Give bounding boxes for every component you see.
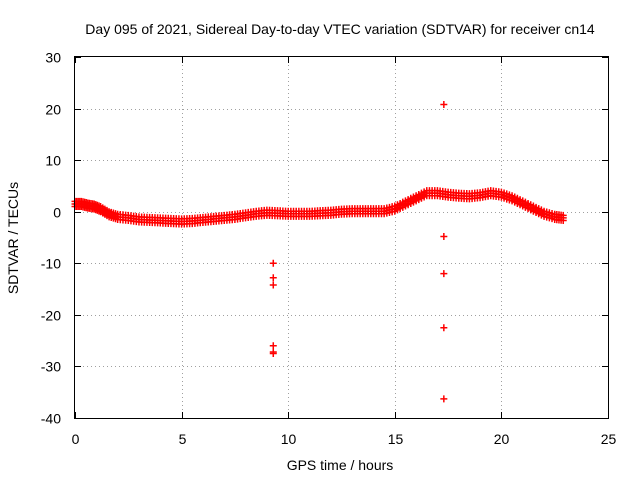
- ticks-layer: 0 5 10 15 20 25 -40 -30 -20 -10 0 10 20 30: [41, 50, 617, 448]
- data-point: [440, 395, 448, 403]
- data-point: [440, 324, 448, 332]
- x-tick-label: 15: [388, 431, 404, 447]
- x-axis-label: GPS time / hours: [287, 457, 394, 473]
- data-point: [269, 281, 277, 289]
- data-point: [269, 259, 277, 267]
- data-point: [559, 211, 567, 219]
- chart-title: Day 095 of 2021, Sidereal Day-to-day VTE…: [85, 21, 595, 37]
- x-tick-label: 0: [72, 431, 80, 447]
- x-tick-label: 25: [601, 431, 617, 447]
- y-tick-label: -40: [41, 411, 61, 427]
- data-point: [269, 350, 277, 358]
- data-point: [440, 100, 448, 108]
- x-tick-label: 20: [494, 431, 510, 447]
- x-tick-label: 5: [179, 431, 187, 447]
- data-point: [269, 274, 277, 282]
- grid-layer: [75, 57, 608, 418]
- y-tick-label: -30: [41, 359, 61, 375]
- y-tick-label: 0: [53, 205, 61, 221]
- x-tick-label: 10: [281, 431, 297, 447]
- y-axis-label: SDTVAR / TECUs: [5, 182, 21, 294]
- y-tick-label: 10: [45, 153, 61, 169]
- y-tick-label: 20: [45, 102, 61, 118]
- data-points: [71, 100, 567, 403]
- data-point: [440, 232, 448, 240]
- y-tick-label: 30: [45, 50, 61, 66]
- plot-frame: [74, 56, 609, 419]
- data-point: [269, 342, 277, 350]
- y-tick-label: -10: [41, 256, 61, 272]
- y-tick-label: -20: [41, 308, 61, 324]
- data-point: [440, 270, 448, 278]
